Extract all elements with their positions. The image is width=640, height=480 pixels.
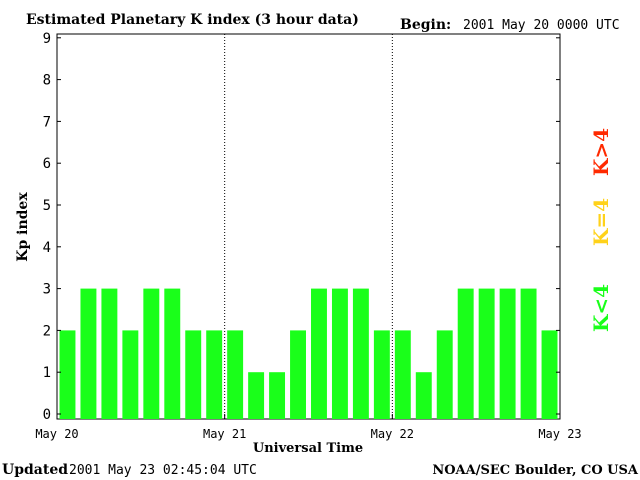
day-separators (224, 34, 393, 419)
kp-bar (269, 372, 286, 419)
x-tick-label: May 20 (35, 427, 78, 441)
kp-bar (331, 288, 348, 419)
y-tick-label: 2 (43, 323, 51, 339)
kp-bar (352, 288, 369, 419)
chart-title: Estimated Planetary K index (3 hour data… (26, 12, 359, 28)
y-tick-label: 3 (43, 282, 51, 298)
kp-bar (457, 288, 474, 419)
updated-label: Updated (2, 462, 68, 478)
kp-bar (59, 330, 76, 419)
begin-label: Begin: (400, 17, 451, 33)
bars-group (59, 288, 558, 419)
plot-frame (56, 33, 561, 420)
kp-bar (143, 288, 160, 419)
kp-bar (436, 330, 453, 419)
updated-value: 2001 May 23 02:45:04 UTC (69, 463, 257, 478)
kp-bar (311, 288, 327, 419)
kp-bar (227, 330, 244, 419)
kp-bar (185, 330, 202, 419)
kp-bar (164, 288, 181, 419)
x-tick-label: May 23 (538, 427, 581, 441)
kp-bar (248, 372, 265, 419)
legend-mid: K=4 (589, 198, 613, 246)
y-tick-label: 9 (43, 31, 51, 47)
x-tick-label: May 22 (371, 427, 414, 441)
y-axis-label: Kp index (15, 192, 31, 262)
x-axis-ticks: May 20 May 21 May 22 May 23 (35, 414, 582, 441)
y-tick-label: 8 (43, 73, 51, 89)
kp-bar (394, 330, 411, 419)
kp-bar (80, 288, 97, 419)
x-tick-label: May 21 (203, 427, 246, 441)
legend-high: K>4 (589, 128, 613, 176)
y-tick-label: 1 (43, 365, 51, 381)
kp-bar (499, 288, 516, 419)
kp-bar (541, 330, 558, 419)
y-tick-label: 5 (43, 198, 51, 214)
y-tick-label: 7 (43, 114, 51, 130)
x-axis-label: Universal Time (253, 441, 363, 456)
y-axis-ticks: 0 1 2 3 4 5 6 7 8 9 (43, 31, 560, 423)
kp-bar (478, 288, 495, 419)
kp-bar (206, 330, 223, 419)
source-credit: NOAA/SEC Boulder, CO USA (432, 463, 639, 478)
kp-bar (373, 330, 390, 419)
kp-bar (101, 288, 118, 419)
kp-bar (520, 288, 537, 419)
kp-bar (415, 372, 432, 419)
y-tick-label: 0 (43, 407, 51, 423)
kp-bar (122, 330, 139, 419)
y-tick-label: 4 (43, 240, 51, 256)
kp-bar (290, 330, 306, 419)
y-tick-label: 6 (43, 156, 51, 172)
legend-low: K<4 (589, 284, 613, 332)
begin-value: 2001 May 20 0000 UTC (463, 18, 620, 33)
